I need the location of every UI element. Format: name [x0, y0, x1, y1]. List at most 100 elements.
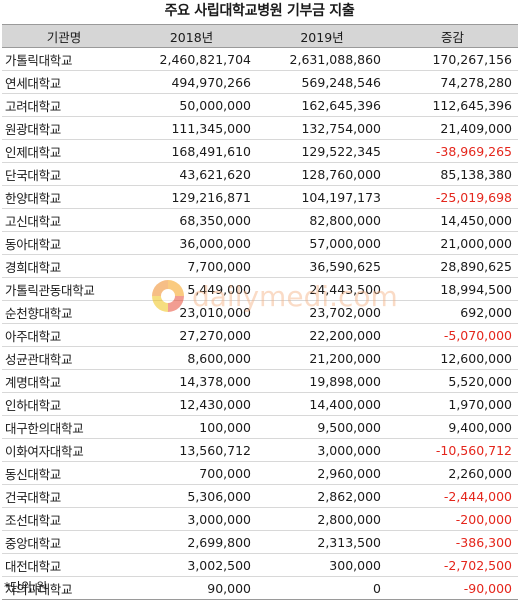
value-2018: 129,216,871	[126, 185, 257, 209]
institution-name: 동신대학교	[2, 461, 126, 485]
value-2018: 3,000,000	[126, 507, 257, 531]
value-change: 21,409,000	[387, 116, 518, 140]
value-2018: 5,306,000	[126, 484, 257, 508]
value-2018: 3,002,500	[126, 553, 257, 577]
value-change: 12,600,000	[387, 346, 518, 370]
value-2018: 494,970,266	[126, 70, 257, 94]
value-2018: 68,350,000	[126, 208, 257, 232]
institution-name: 인제대학교	[2, 139, 126, 163]
value-change: 9,400,000	[387, 415, 518, 439]
institution-name: 연세대학교	[2, 70, 126, 94]
value-2018: 12,430,000	[126, 392, 257, 416]
value-2019: 569,248,546	[257, 70, 387, 94]
value-change: -5,070,000	[387, 323, 518, 347]
value-change: -25,019,698	[387, 185, 518, 209]
value-change: 14,450,000	[387, 208, 518, 232]
value-change: 21,000,000	[387, 231, 518, 255]
institution-name: 고신대학교	[2, 208, 126, 232]
value-change: 28,890,625	[387, 254, 518, 278]
value-change: -386,300	[387, 530, 518, 554]
value-2019: 14,400,000	[257, 392, 387, 416]
institution-name: 중앙대학교	[2, 530, 126, 554]
value-2018: 8,600,000	[126, 346, 257, 370]
value-2019: 19,898,000	[257, 369, 387, 393]
table-row: 건국대학교 5,306,000 2,862,000 -2,444,000	[2, 484, 518, 508]
value-2018: 168,491,610	[126, 139, 257, 163]
table-row: 가톨릭관동대학교 5,449,000 24,443,500 18,994,500	[2, 277, 518, 301]
value-2018: 90,000	[126, 576, 257, 600]
value-2018: 2,460,821,704	[126, 47, 257, 71]
header-2019: 2019년	[257, 24, 387, 48]
donation-table: 기관명 2018년 2019년 증감 가톨릭대학교 2,460,821,704 2,…	[2, 24, 518, 600]
value-change: 85,138,380	[387, 162, 518, 186]
value-2018: 14,378,000	[126, 369, 257, 393]
value-change: 1,970,000	[387, 392, 518, 416]
value-change: -200,000	[387, 507, 518, 531]
value-2019: 2,960,000	[257, 461, 387, 485]
value-2019: 162,645,396	[257, 93, 387, 117]
institution-name: 단국대학교	[2, 162, 126, 186]
table-row: 조선대학교 3,000,000 2,800,000 -200,000	[2, 507, 518, 531]
institution-name: 동아대학교	[2, 231, 126, 255]
institution-name: 한양대학교	[2, 185, 126, 209]
value-change: -90,000	[387, 576, 518, 600]
value-change: 112,645,396	[387, 93, 518, 117]
institution-name: 조선대학교	[2, 507, 126, 531]
table-row: 원광대학교 111,345,000 132,754,000 21,409,000	[2, 116, 518, 140]
value-2018: 7,700,000	[126, 254, 257, 278]
value-change: -2,702,500	[387, 553, 518, 577]
table-row: 동신대학교 700,000 2,960,000 2,260,000	[2, 461, 518, 485]
value-2019: 21,200,000	[257, 346, 387, 370]
table-row: 순천향대학교 23,010,000 23,702,000 692,000	[2, 300, 518, 324]
value-2019: 2,800,000	[257, 507, 387, 531]
table-row: 아주대학교 27,270,000 22,200,000 -5,070,000	[2, 323, 518, 347]
table-row: 연세대학교 494,970,266 569,248,546 74,278,280	[2, 70, 518, 94]
value-2019: 3,000,000	[257, 438, 387, 462]
value-2019: 57,000,000	[257, 231, 387, 255]
institution-name: 가톨릭대학교	[2, 47, 126, 71]
table-row: 계명대학교 14,378,000 19,898,000 5,520,000	[2, 369, 518, 393]
value-2019: 24,443,500	[257, 277, 387, 301]
value-2019: 132,754,000	[257, 116, 387, 140]
value-2018: 100,000	[126, 415, 257, 439]
table-row: 대전대학교 3,002,500 300,000 -2,702,500	[2, 553, 518, 577]
value-2019: 2,631,088,860	[257, 47, 387, 71]
table-row: 고신대학교 68,350,000 82,800,000 14,450,000	[2, 208, 518, 232]
value-change: 170,267,156	[387, 47, 518, 71]
value-2018: 700,000	[126, 461, 257, 485]
table-body: 가톨릭대학교 2,460,821,704 2,631,088,860 170,267,…	[2, 47, 518, 600]
value-2019: 0	[257, 576, 387, 600]
institution-name: 원광대학교	[2, 116, 126, 140]
value-2019: 129,522,345	[257, 139, 387, 163]
table-row: 동아대학교 36,000,000 57,000,000 21,000,000	[2, 231, 518, 255]
table-row: 고려대학교 50,000,000 162,645,396 112,645,396	[2, 93, 518, 117]
institution-name: 대구한의대학교	[2, 415, 126, 439]
value-2018: 2,699,800	[126, 530, 257, 554]
value-2019: 23,702,000	[257, 300, 387, 324]
table-row: 이화여자대학교 13,560,712 3,000,000 -10,560,712	[2, 438, 518, 462]
institution-name: 인하대학교	[2, 392, 126, 416]
value-2019: 9,500,000	[257, 415, 387, 439]
value-change: 5,520,000	[387, 369, 518, 393]
institution-name: 순천향대학교	[2, 300, 126, 324]
institution-name: 고려대학교	[2, 93, 126, 117]
institution-name: 계명대학교	[2, 369, 126, 393]
institution-name: 건국대학교	[2, 484, 126, 508]
value-change: -38,969,265	[387, 139, 518, 163]
table-row: 단국대학교 43,621,620 128,760,000 85,138,380	[2, 162, 518, 186]
value-2019: 22,200,000	[257, 323, 387, 347]
institution-name: 아주대학교	[2, 323, 126, 347]
table-row: 가톨릭대학교 2,460,821,704 2,631,088,860 170,267,…	[2, 47, 518, 71]
value-2018: 27,270,000	[126, 323, 257, 347]
value-2019: 2,862,000	[257, 484, 387, 508]
value-2018: 111,345,000	[126, 116, 257, 140]
table-row: 성균관대학교 8,600,000 21,200,000 12,600,000	[2, 346, 518, 370]
institution-name: 경희대학교	[2, 254, 126, 278]
table-row: 인제대학교 168,491,610 129,522,345 -38,969,265	[2, 139, 518, 163]
header-change: 증감	[387, 24, 518, 48]
value-2018: 43,621,620	[126, 162, 257, 186]
institution-name: 가톨릭관동대학교	[2, 277, 126, 301]
value-2019: 104,197,173	[257, 185, 387, 209]
table-row: 대구한의대학교 100,000 9,500,000 9,400,000	[2, 415, 518, 439]
value-2019: 2,313,500	[257, 530, 387, 554]
